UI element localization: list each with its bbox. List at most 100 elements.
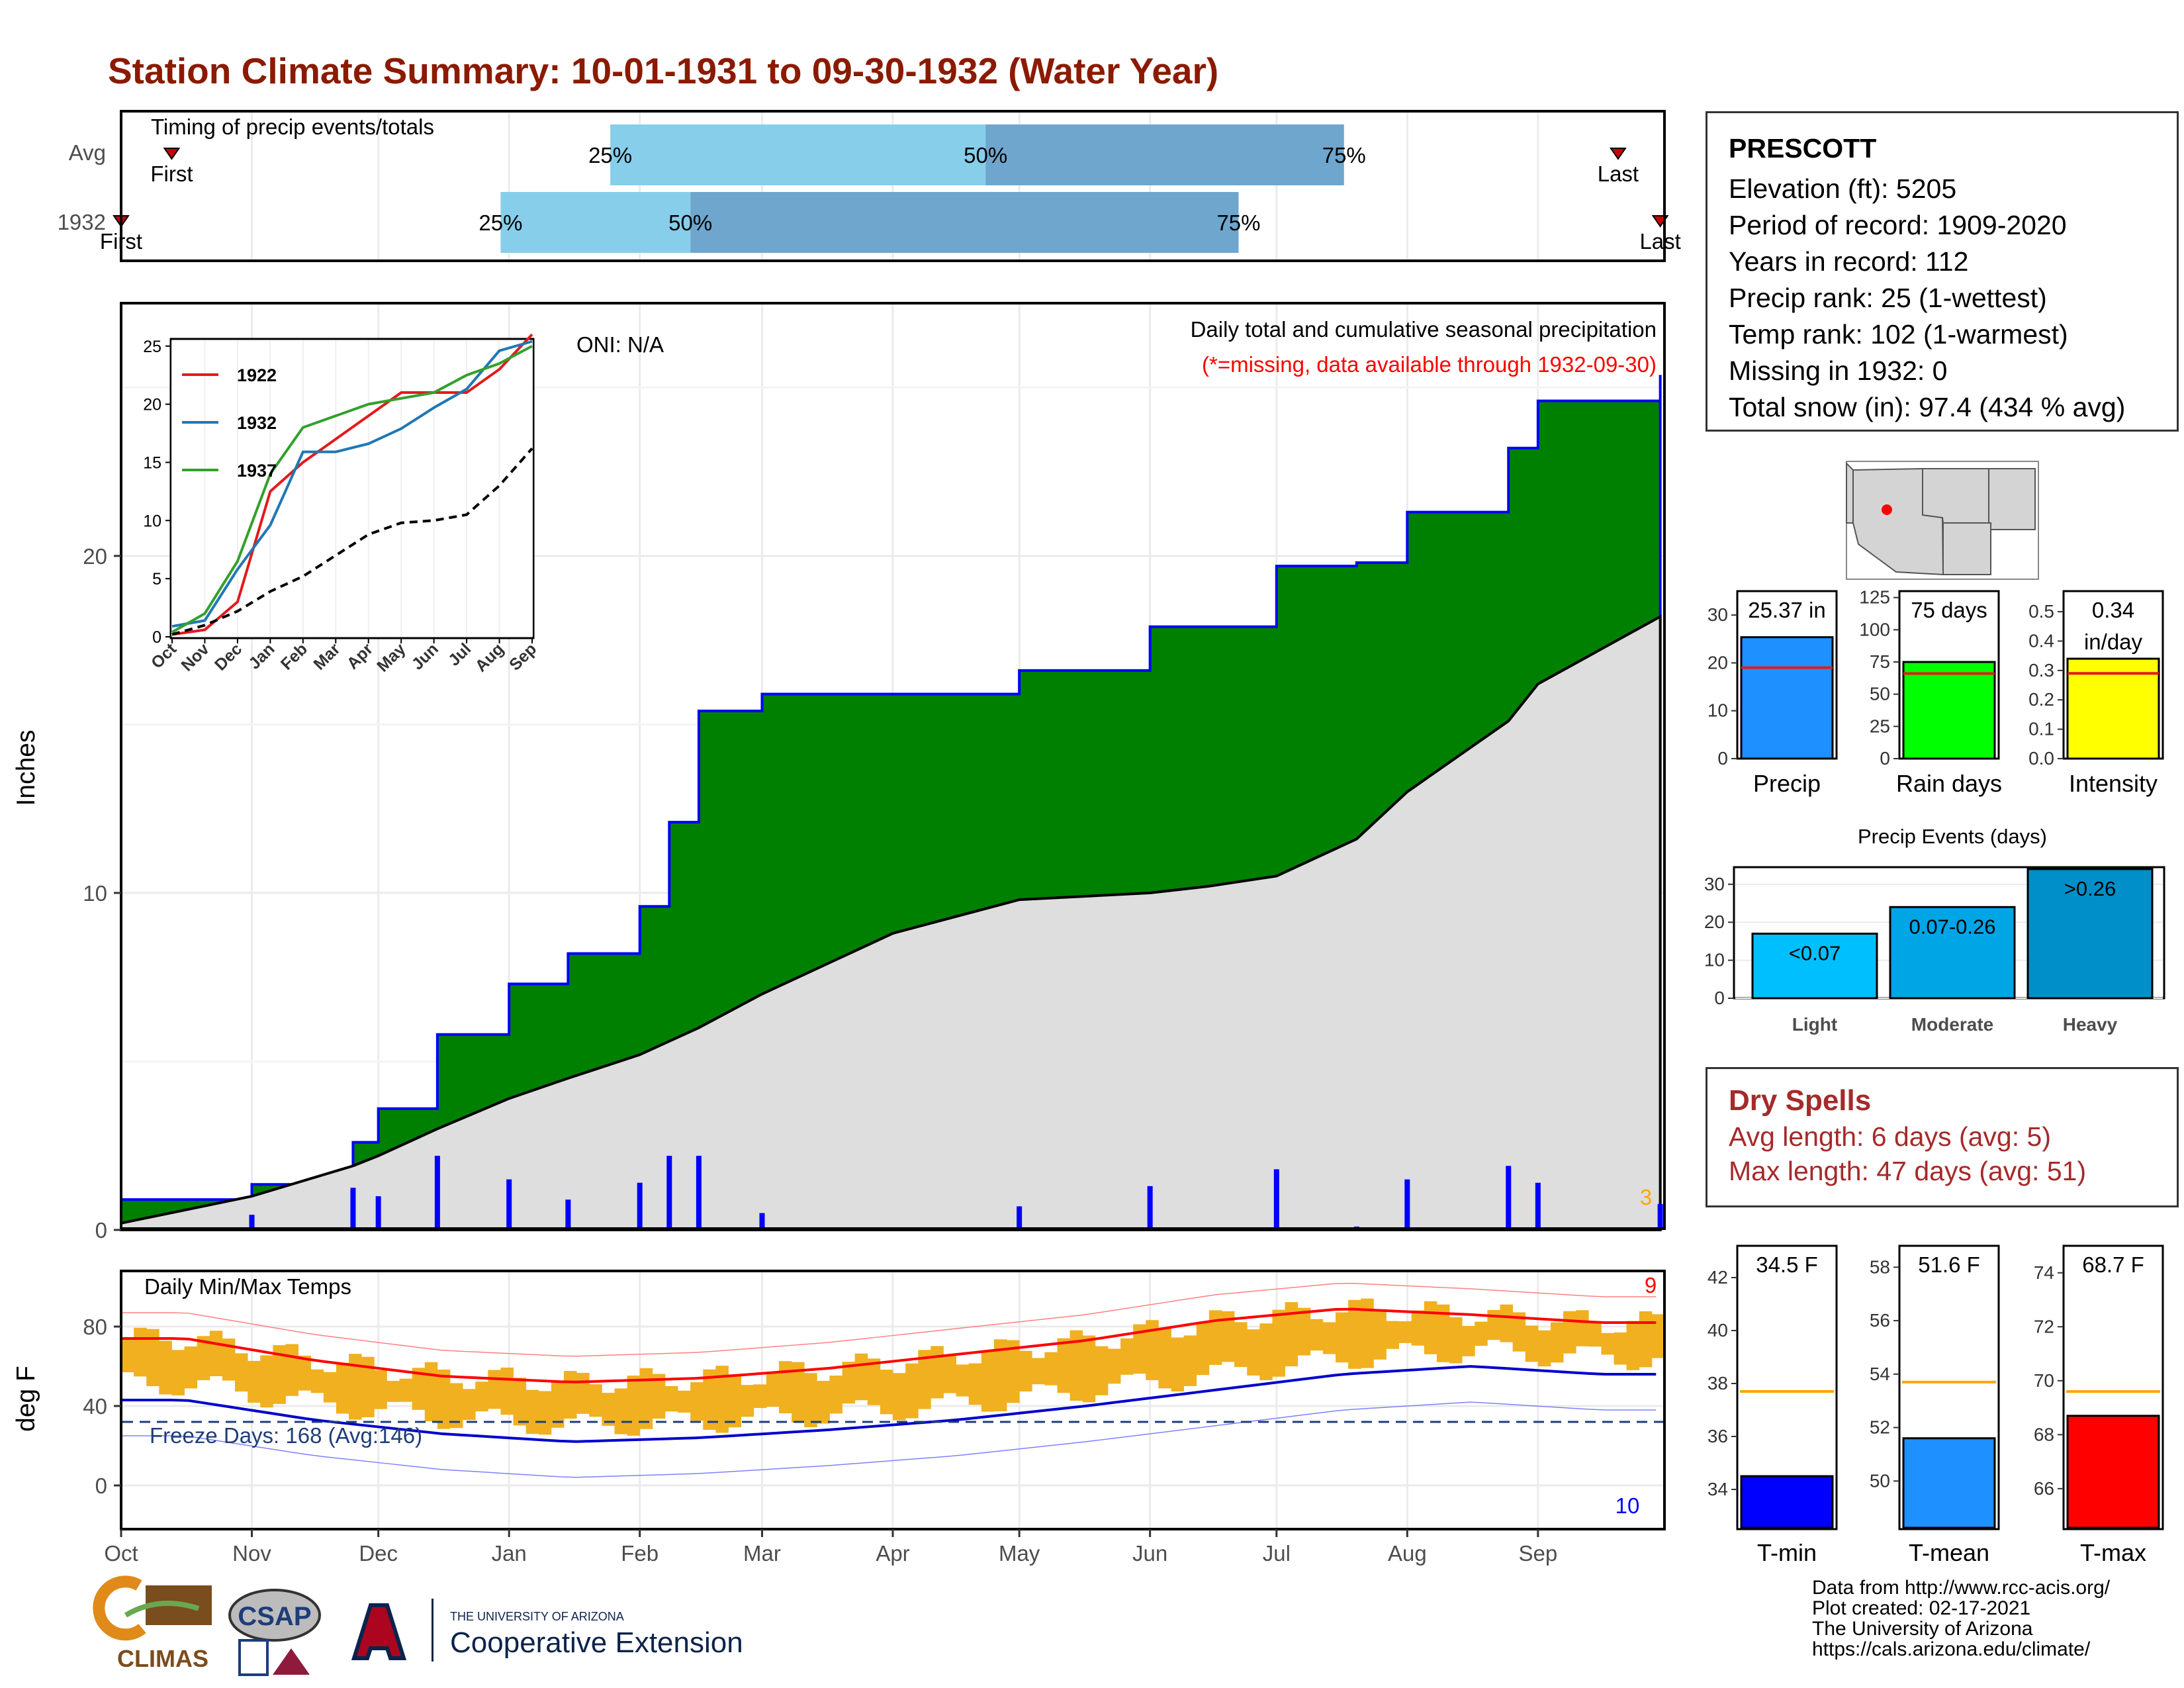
- temp-range-bar: [551, 1380, 565, 1428]
- mini-bar-tick-label: 50: [1870, 684, 1890, 704]
- temp-range-bar: [1550, 1322, 1564, 1363]
- inset-y-tick-label: 25: [143, 338, 161, 356]
- ua-small-text: THE UNIVERSITY OF ARIZONA: [450, 1610, 624, 1623]
- temp-range-bar: [766, 1372, 780, 1407]
- temp-range-bar: [804, 1373, 817, 1428]
- timing-panel-title: Timing of precip events/totals: [151, 115, 434, 139]
- temp-range-bar: [1386, 1321, 1399, 1349]
- mini-bar-tick-label: 125: [1859, 587, 1890, 608]
- temp-range-bar: [981, 1350, 995, 1412]
- mini-bar-tick-label: 75: [1870, 651, 1890, 672]
- temp-range-bar: [1221, 1311, 1235, 1362]
- temp-range-bar: [1183, 1335, 1197, 1386]
- temp-summary-tick-label: 72: [2034, 1316, 2054, 1336]
- temp-range-bar: [1512, 1312, 1526, 1352]
- daily-precip-bar: [666, 1156, 672, 1230]
- mini-bar-tick-label: 0.1: [2028, 719, 2054, 739]
- daily-precip-bar: [350, 1188, 356, 1230]
- temp-range-bar: [678, 1390, 691, 1413]
- temp-range-bar: [323, 1372, 337, 1403]
- temp-range-bar: [741, 1385, 754, 1417]
- precip-y-axis-label: Inches: [12, 730, 40, 806]
- station-total-snow: Total snow (in): 97.4 (434 % avg): [1729, 392, 2126, 422]
- temp-range-bar: [1285, 1302, 1298, 1367]
- inset-line-1932: [171, 340, 533, 628]
- temp-summary-tick-label: 38: [1707, 1373, 1728, 1393]
- temp-range-bar: [538, 1391, 552, 1435]
- timing-bar-50-75: [985, 124, 1344, 185]
- precip-y-tick-label: 0: [95, 1218, 107, 1243]
- temp-range-bar: [412, 1368, 426, 1410]
- inset-y-tick-label: 20: [143, 396, 161, 414]
- temp-range-bar: [564, 1371, 577, 1419]
- temp-range-bar: [298, 1355, 312, 1391]
- oni-label: ONI: N/A: [576, 332, 664, 357]
- temp-range-bar: [905, 1363, 919, 1419]
- temp-range-bar: [1475, 1321, 1488, 1346]
- temp-range-bar: [361, 1356, 375, 1417]
- temp-range-bar: [1120, 1338, 1134, 1375]
- temp-range-bar: [993, 1339, 1007, 1411]
- avg-min-line: [121, 1365, 1657, 1443]
- timing-bar-25-50: [500, 192, 691, 253]
- precip-events-category: Moderate: [1911, 1014, 1993, 1035]
- month-tick-label: Feb: [621, 1541, 659, 1566]
- temp-range-bar: [1525, 1325, 1539, 1362]
- temp-range-bar: [437, 1370, 451, 1429]
- mini-bar-chart-rain-days: 0 25 50 75 100 125 75 days Rain days: [1859, 587, 2002, 797]
- csap-logo-text: CSAP: [238, 1602, 311, 1631]
- temp-range-bar: [209, 1331, 223, 1376]
- daily-temp-range-bars: [121, 1298, 1665, 1436]
- daily-precip-bar: [565, 1199, 571, 1230]
- month-tick-label: Dec: [359, 1541, 398, 1566]
- station-elevation: Elevation (ft): 5205: [1729, 173, 1957, 204]
- temp-range-bar: [1272, 1309, 1285, 1377]
- temp-range-bar: [1208, 1310, 1222, 1365]
- precip-corner-count: 3: [1640, 1185, 1652, 1209]
- temp-y-axis-label: deg F: [12, 1366, 40, 1432]
- temp-range-bar: [1361, 1298, 1374, 1368]
- credits: Data from http://www.rcc-acis.org/ Plot …: [1812, 1577, 2110, 1660]
- temp-range-bar: [222, 1338, 236, 1381]
- temp-summary-value-label: 34.5 F: [1756, 1252, 1818, 1277]
- month-tick-label: Apr: [876, 1541, 909, 1566]
- precip-events-tick-label: 10: [1704, 950, 1725, 970]
- temp-range-bar: [1537, 1330, 1551, 1367]
- daily-precip-bar: [637, 1182, 643, 1230]
- timing-label-75: 75%: [1322, 143, 1366, 167]
- station-period: Period of record: 1909-2020: [1729, 210, 2067, 240]
- temp-range-bar: [728, 1374, 742, 1428]
- temp-range-bar: [1500, 1304, 1514, 1342]
- temp-range-bar: [449, 1383, 463, 1429]
- temp-range-bar: [374, 1370, 387, 1409]
- daily-precip-bar: [1017, 1206, 1023, 1230]
- temp-y-tick-label: 40: [83, 1394, 107, 1419]
- precip-events-tick-label: 20: [1704, 912, 1725, 932]
- temp-summary-tick-label: 74: [2034, 1262, 2054, 1283]
- month-tick-label: Nov: [232, 1541, 271, 1566]
- precip-events-category: Heavy: [2063, 1014, 2118, 1035]
- temp-range-bar: [1019, 1350, 1032, 1392]
- temp-range-bar: [525, 1389, 539, 1434]
- station-info-box: PRESCOTT Elevation (ft): 5205 Period of …: [1706, 111, 2179, 432]
- mini-bar-name: Intensity: [2069, 770, 2158, 797]
- temp-range-bar: [387, 1381, 400, 1402]
- precip-events-bar-light: [1751, 932, 1878, 1000]
- temp-range-bar: [1614, 1332, 1627, 1365]
- daily-precip-bar: [759, 1213, 765, 1230]
- temp-range-bar: [285, 1344, 298, 1396]
- dry-spells-title: Dry Spells: [1729, 1084, 1872, 1117]
- temp-range-bar: [399, 1378, 413, 1402]
- mini-bar-value-label: 25.37 in: [1748, 598, 1825, 622]
- precip-events-chart: Precip Events (days) 0 10 20 30 <0.07 Light 0.0…: [1704, 825, 2165, 1035]
- temp-range-bar: [1133, 1324, 1146, 1374]
- temp-range-bar: [1057, 1338, 1070, 1393]
- station-precip-rank: Precip rank: 25 (1-wettest): [1729, 283, 2047, 313]
- temperature-summary-charts: 34 36 38 40 42 34.5 F T-min 50 52 54 56 58 51.6 F T-m…: [1707, 1244, 2164, 1566]
- first-event-label: First: [150, 162, 193, 186]
- temp-range-bar: [1082, 1335, 1096, 1403]
- inset-y-tick-label: 10: [143, 512, 161, 530]
- mini-bar-tick-label: 0.5: [2028, 601, 2054, 622]
- temp-summary-tick-label: 50: [1870, 1470, 1890, 1491]
